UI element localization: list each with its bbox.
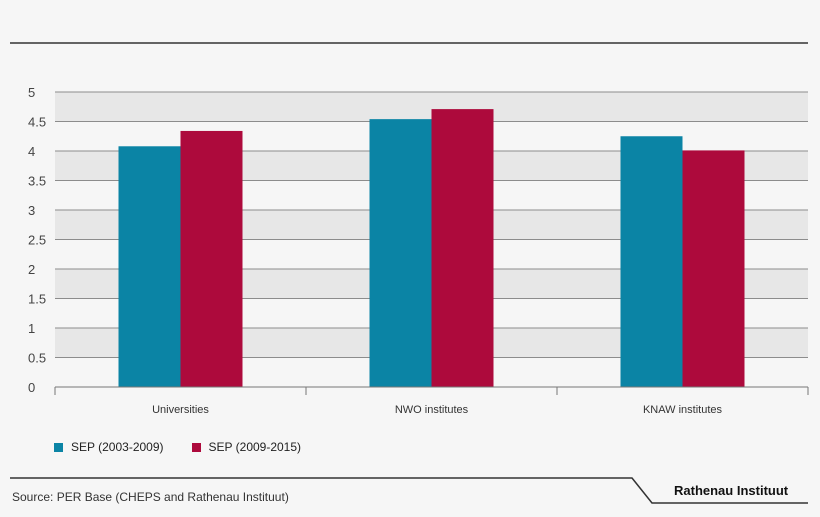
y-tick-label: 1.5 [28, 292, 46, 307]
y-tick-label: 3.5 [28, 174, 46, 189]
x-category-label: NWO institutes [395, 404, 469, 416]
legend-swatch-series-1 [54, 442, 63, 452]
bar-2-2 [431, 109, 494, 388]
bar-1-2 [369, 119, 432, 387]
y-tick-label: 4.5 [28, 115, 46, 130]
x-category-label: KNAW institutes [643, 404, 723, 416]
y-axis-ticks: 0 0.5 1 1.5 2 2.5 3 3.5 4 4.5 5 [28, 85, 46, 395]
legend-label-series-1: SEP (2003-2009) [71, 440, 164, 454]
bar-1-1 [118, 146, 181, 387]
bar-2-3 [682, 150, 745, 387]
y-tick-label: 0.5 [28, 351, 46, 366]
y-tick-label: 2 [28, 262, 35, 277]
y-tick-label: 2.5 [28, 233, 46, 248]
x-category-label: Universities [152, 404, 209, 416]
y-tick-label: 4 [28, 144, 35, 159]
bar-2-1 [180, 130, 243, 387]
bars [118, 109, 745, 388]
legend-label-series-2: SEP (2009-2015) [208, 440, 302, 454]
y-tick-label: 3 [28, 203, 35, 218]
y-tick-label: 1 [28, 321, 35, 336]
brand-label: Rathenau Instituut [674, 483, 789, 498]
legend-item-series-1: SEP (2003-2009) [54, 440, 164, 454]
legend: SEP (2003-2009) SEP (2009-2015) [54, 440, 301, 454]
y-tick-label: 5 [28, 85, 35, 100]
legend-item-series-2: SEP (2009-2015) [191, 440, 302, 454]
source-note: Source: PER Base (CHEPS and Rathenau Ins… [12, 490, 289, 504]
y-tick-label: 0 [28, 380, 35, 395]
footer-rule [10, 477, 808, 504]
x-axis: Universities NWO institutes KNAW institute… [54, 386, 809, 416]
legend-swatch-series-2 [191, 442, 201, 452]
bar-1-3 [620, 136, 683, 387]
